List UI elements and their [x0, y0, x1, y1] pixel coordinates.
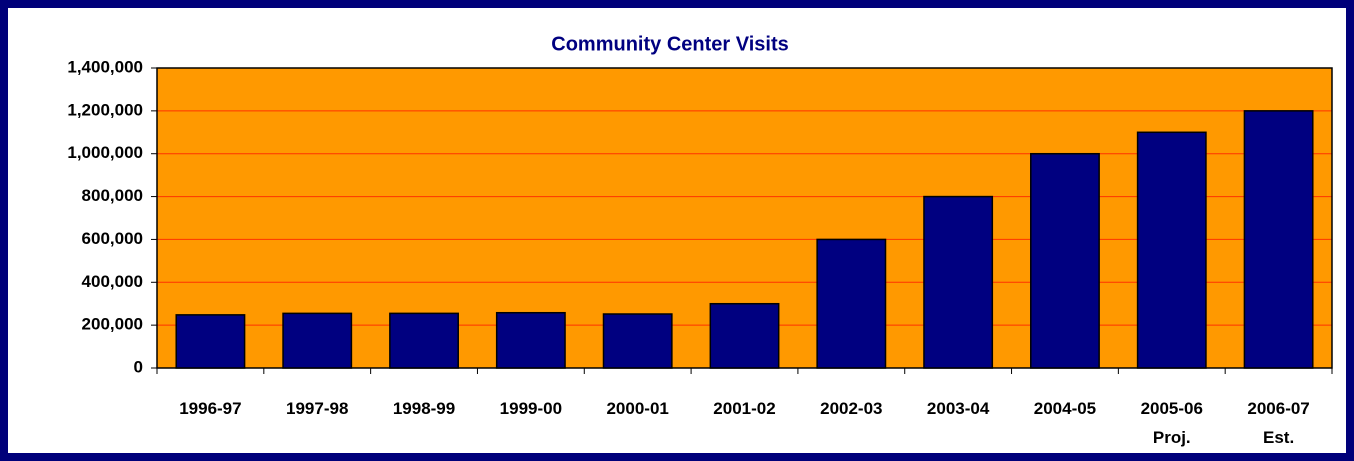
bar	[923, 195, 994, 369]
bar	[709, 302, 780, 369]
x-tick-label: 2000-01	[606, 399, 669, 418]
y-tick-label: 0	[134, 357, 143, 376]
bar	[1030, 152, 1100, 369]
x-tick-label: 2003-04	[926, 399, 990, 418]
x-tick-label: 2001-02	[713, 399, 776, 418]
y-tick-label: 1,200,000	[67, 100, 143, 119]
y-tick-label: 400,000	[82, 272, 143, 291]
bar	[175, 314, 246, 369]
y-tick-label: 600,000	[82, 229, 143, 248]
y-tick-label: 1,400,000	[67, 57, 143, 76]
bar	[602, 313, 673, 369]
chart-title: Community Center Visits	[551, 33, 788, 55]
y-tick-label: 1,000,000	[67, 143, 143, 162]
bar	[282, 312, 353, 369]
x-tick-label: 2002-03	[820, 399, 883, 418]
x-tick-label: 2005-06 Proj.	[1140, 399, 1203, 447]
x-tick-label: 1998-99	[392, 399, 456, 418]
bar	[389, 312, 459, 369]
x-tick-label: 1999-00	[499, 399, 563, 418]
x-tick-label: 2006-07 Est.	[1247, 399, 1310, 447]
x-tick-label: 2004-05	[1033, 399, 1097, 418]
bar	[1243, 110, 1314, 369]
bar	[495, 311, 566, 369]
bar	[816, 238, 887, 369]
x-tick-label: 1996-97	[179, 399, 242, 418]
y-tick-label: 800,000	[82, 186, 143, 205]
bar	[1136, 131, 1207, 369]
y-tick-label: 200,000	[82, 315, 143, 334]
x-tick-label: 1997-98	[286, 399, 349, 418]
